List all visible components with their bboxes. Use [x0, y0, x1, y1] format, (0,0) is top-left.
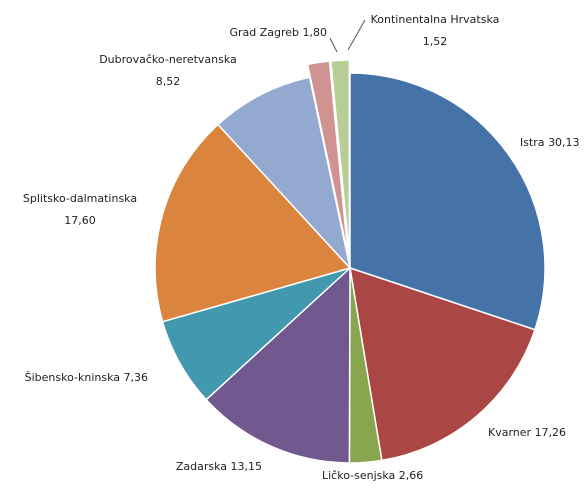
leader-line	[329, 37, 338, 53]
slice-label: Splitsko-dalmatinska	[23, 192, 137, 205]
slice-label: Istra	[520, 136, 545, 149]
pie-slice	[329, 59, 351, 256]
pie-slice	[154, 123, 352, 323]
slice-label: Kontinentalna Hrvatska	[371, 13, 500, 26]
slice-label: Grad Zagreb	[229, 26, 299, 39]
slice-label-group: Zadarska 13,15	[176, 460, 262, 473]
leader-line	[347, 19, 366, 51]
value-label: 13,15	[231, 460, 263, 473]
slice-label: Kvarner	[488, 426, 532, 439]
value-label: 1,52	[423, 35, 448, 48]
pie-slice	[349, 266, 536, 462]
slice-label: Zadarska	[176, 460, 227, 473]
pie-slice	[349, 72, 546, 331]
pie-slice	[205, 266, 351, 464]
value-label: 7,36	[124, 371, 149, 384]
slice-label-group: Grad Zagreb 1,80	[229, 26, 327, 39]
slice-label: Šibensko-kninska	[25, 371, 120, 384]
slice-label-group: Kvarner 17,26	[488, 426, 566, 439]
value-label: 2,66	[399, 469, 424, 482]
value-label: 17,26	[535, 426, 567, 439]
slice-label-group: Istra 30,13	[520, 136, 580, 149]
value-label: 17,60	[64, 214, 96, 227]
slice-label: Ličko-senjska	[322, 469, 395, 482]
pie-slice	[306, 60, 349, 256]
value-label: 30,13	[548, 136, 580, 149]
value-label: 8,52	[156, 75, 181, 88]
slice-label-group: Šibensko-kninska 7,36	[25, 371, 148, 384]
slice-label: Dubrovačko-neretvanska	[99, 53, 237, 66]
pie-slice	[216, 76, 352, 271]
value-label: 1,80	[303, 26, 328, 39]
slice-label-group: Ličko-senjska 2,66	[322, 469, 423, 482]
